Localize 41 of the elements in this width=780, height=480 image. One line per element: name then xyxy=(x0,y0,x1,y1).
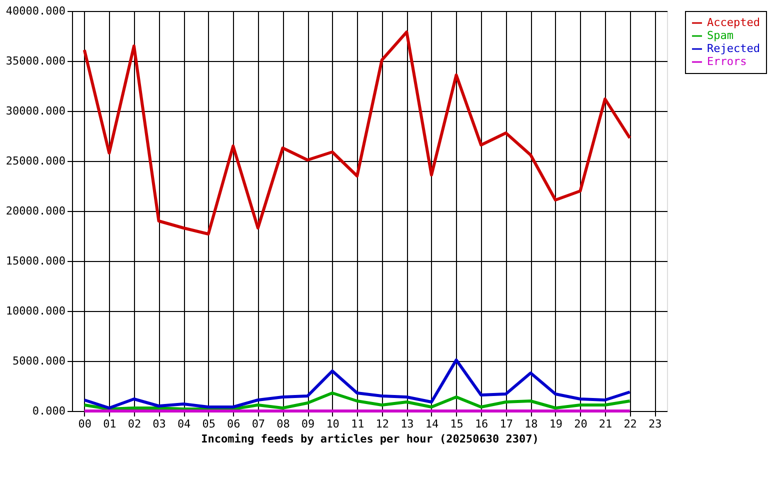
x-tick-label: 08 xyxy=(276,418,290,430)
x-tick-label: 19 xyxy=(549,418,563,430)
x-tick-label: 03 xyxy=(152,418,166,430)
y-tick-label: 30000.000 xyxy=(6,104,66,118)
x-tick-label: 20 xyxy=(574,418,588,430)
legend-label: Errors xyxy=(707,55,747,68)
x-tick-label: 23 xyxy=(648,418,662,430)
line-series xyxy=(82,30,632,236)
x-tick-label: 21 xyxy=(598,418,612,430)
line-series xyxy=(82,392,632,410)
y-tick-label: 25000.000 xyxy=(6,154,66,168)
y-tick-label: 0.000 xyxy=(32,404,66,418)
x-tick-label: 13 xyxy=(400,418,414,430)
x-tick-label: 12 xyxy=(376,418,390,430)
y-tick-label: 10000.000 xyxy=(6,304,66,318)
x-tick-label: 01 xyxy=(103,418,116,430)
x-tick-label: 11 xyxy=(350,418,364,430)
x-tick-label: 00 xyxy=(78,418,92,430)
legend-label: Spam xyxy=(707,29,734,42)
x-tick-label: 07 xyxy=(252,418,266,430)
x-tick-label: 17 xyxy=(500,418,513,430)
x-axis-title: Incoming feeds by articles per hour (20250630 2307) xyxy=(201,432,539,446)
x-tick-label: 18 xyxy=(524,418,538,430)
y-tick-label: 35000.000 xyxy=(6,54,66,68)
x-tick-label: 09 xyxy=(301,418,315,430)
legend-label: Rejected xyxy=(707,42,760,55)
x-tick-label: 02 xyxy=(128,418,142,430)
x-tick-label: 15 xyxy=(450,418,464,430)
x-tick-label: 04 xyxy=(177,418,192,430)
legend-label: Accepted xyxy=(707,16,760,29)
x-tick-label: 10 xyxy=(326,418,340,430)
y-tick-label: 20000.000 xyxy=(6,204,66,218)
y-tick-label: 15000.000 xyxy=(6,254,66,268)
x-tick-label: 16 xyxy=(474,418,488,430)
x-tick-label: 06 xyxy=(227,418,240,430)
y-tick-label: 40000.000 xyxy=(6,4,66,18)
x-tick-label: 14 xyxy=(425,418,439,430)
x-tick-label: 05 xyxy=(202,418,216,430)
x-tick-label: 22 xyxy=(624,418,637,430)
y-tick-label: 5000.000 xyxy=(12,354,66,368)
line-series xyxy=(82,358,632,410)
